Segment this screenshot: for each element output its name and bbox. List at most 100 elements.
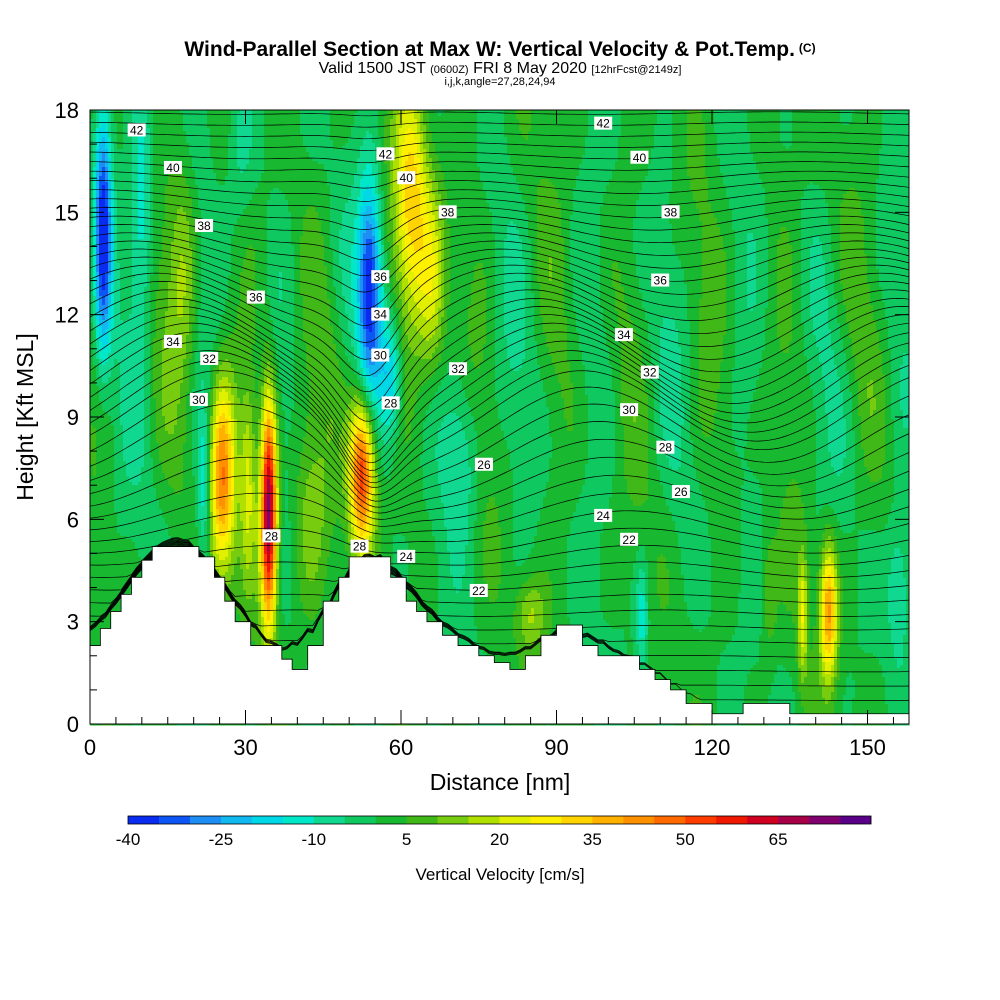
velocity-cell	[90, 461, 94, 465]
velocity-cell	[90, 590, 94, 594]
velocity-cell	[99, 110, 103, 114]
velocity-cell	[93, 395, 97, 399]
velocity-cell	[99, 509, 103, 513]
velocity-cell	[90, 617, 94, 621]
velocity-cell	[99, 341, 103, 345]
velocity-cell	[96, 626, 100, 630]
velocity-cell	[99, 338, 103, 342]
velocity-cell	[96, 155, 100, 159]
velocity-cell	[93, 509, 97, 513]
velocity-cell	[99, 578, 103, 582]
velocity-cell	[99, 569, 103, 573]
velocity-cell	[96, 425, 100, 429]
velocity-cell	[96, 200, 100, 204]
velocity-cell	[90, 443, 94, 447]
velocity-cell	[96, 143, 100, 147]
velocity-cell	[102, 356, 106, 360]
cross-section-chart: 4240383634323028424038363430282824322622…	[0, 0, 1000, 1000]
velocity-cell	[93, 470, 97, 474]
velocity-cell	[102, 317, 106, 321]
velocity-cell	[99, 584, 103, 588]
velocity-cell	[99, 566, 103, 570]
velocity-cell	[90, 374, 94, 378]
velocity-cell	[90, 494, 94, 498]
velocity-cell	[90, 470, 94, 474]
velocity-cell	[93, 428, 97, 432]
velocity-cell	[90, 557, 94, 561]
velocity-cell	[99, 173, 103, 177]
velocity-cell	[93, 272, 97, 276]
velocity-cell	[99, 344, 103, 348]
velocity-cell	[93, 533, 97, 537]
velocity-cell	[99, 485, 103, 489]
velocity-cell	[93, 332, 97, 336]
velocity-cell	[93, 638, 97, 642]
velocity-cell	[90, 251, 94, 255]
velocity-cell	[102, 182, 106, 186]
velocity-cell	[90, 578, 94, 582]
velocity-cell	[93, 227, 97, 231]
velocity-cell	[99, 479, 103, 483]
velocity-cell	[90, 194, 94, 198]
velocity-cell	[99, 317, 103, 321]
velocity-cell	[99, 536, 103, 540]
velocity-cell	[93, 389, 97, 393]
velocity-cell	[96, 635, 100, 639]
velocity-cell	[99, 545, 103, 549]
velocity-cell	[102, 218, 106, 222]
velocity-cell	[99, 512, 103, 516]
velocity-cell	[99, 572, 103, 576]
velocity-cell	[102, 302, 106, 306]
velocity-cell	[99, 257, 103, 261]
velocity-cell	[96, 599, 100, 603]
velocity-cell	[90, 386, 94, 390]
velocity-cell	[99, 305, 103, 309]
velocity-cell	[90, 137, 94, 141]
velocity-cell	[102, 143, 106, 147]
velocity-cell	[102, 353, 106, 357]
velocity-cell	[102, 266, 106, 270]
velocity-cell	[99, 167, 103, 171]
velocity-cell	[99, 383, 103, 387]
velocity-cell	[96, 191, 100, 195]
velocity-cell	[93, 635, 97, 639]
velocity-cell	[90, 467, 94, 471]
velocity-cell	[102, 329, 106, 333]
velocity-cell	[96, 182, 100, 186]
velocity-cell	[102, 350, 106, 354]
velocity-cell	[99, 116, 103, 120]
velocity-cell	[99, 269, 103, 273]
velocity-cell	[102, 392, 106, 396]
velocity-cell	[102, 176, 106, 180]
velocity-cell	[96, 236, 100, 240]
velocity-cell	[102, 326, 106, 330]
velocity-cell	[93, 458, 97, 462]
velocity-cell	[90, 230, 94, 234]
velocity-cell	[102, 191, 106, 195]
velocity-cell	[96, 533, 100, 537]
velocity-cell	[99, 599, 103, 603]
velocity-cell	[96, 374, 100, 378]
velocity-cell	[102, 404, 106, 408]
velocity-cell	[93, 497, 97, 501]
velocity-cell	[90, 530, 94, 534]
velocity-cell	[99, 452, 103, 456]
velocity-cell	[96, 170, 100, 174]
velocity-cell	[99, 596, 103, 600]
velocity-cell	[102, 224, 106, 228]
velocity-cell	[90, 437, 94, 441]
velocity-cell	[90, 155, 94, 159]
velocity-cell	[93, 257, 97, 261]
velocity-cell	[102, 227, 106, 231]
velocity-cell	[90, 632, 94, 636]
velocity-cell	[102, 407, 106, 411]
velocity-cell	[96, 407, 100, 411]
velocity-cell	[102, 278, 106, 282]
velocity-cell	[99, 200, 103, 204]
velocity-cell	[93, 398, 97, 402]
velocity-cell	[90, 215, 94, 219]
velocity-cell	[93, 413, 97, 417]
velocity-cell	[99, 260, 103, 264]
velocity-cell	[102, 338, 106, 342]
velocity-cell	[96, 641, 100, 645]
